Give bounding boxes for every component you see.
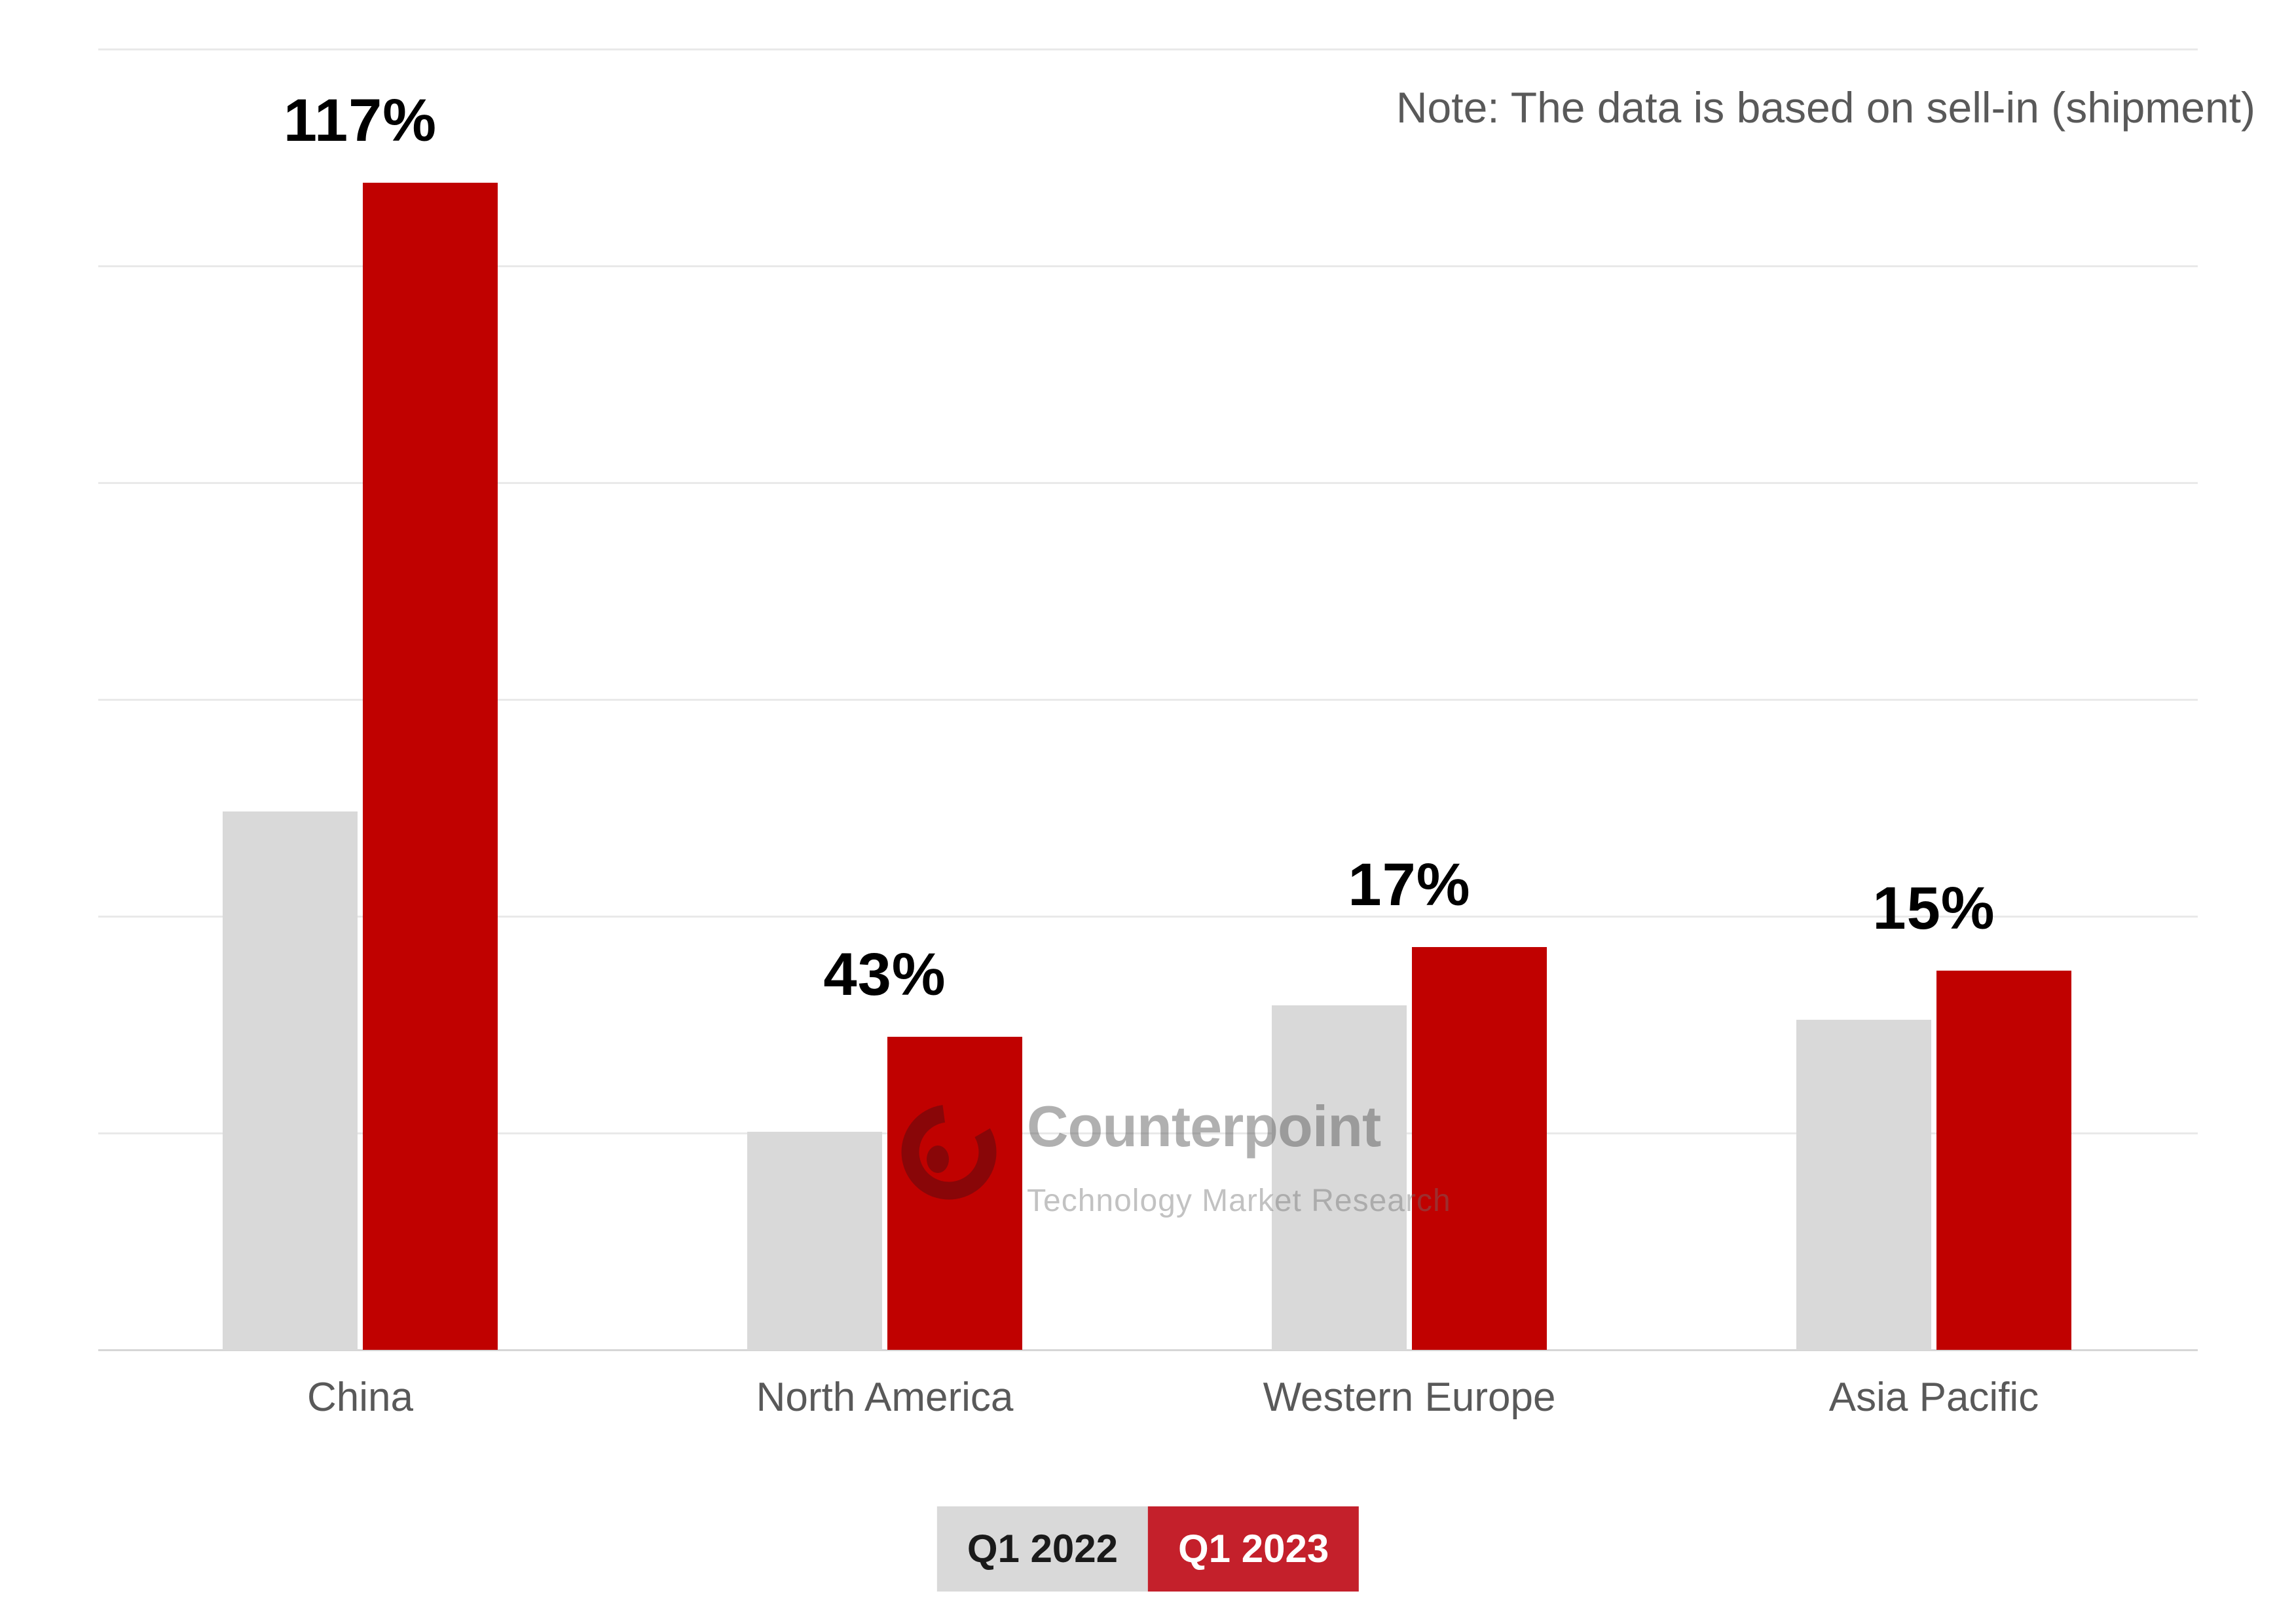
- gridline: [98, 699, 2198, 701]
- gridline: [98, 482, 2198, 484]
- bar-q1-2023-china: [363, 183, 498, 1350]
- category-label-asia-pacific: Asia Pacific: [1828, 1375, 2039, 1420]
- bar-q1-2022-asia-pacific: [1796, 1019, 1931, 1350]
- gridline: [98, 265, 2198, 267]
- watermark: Counterpoint Technology Market Research: [895, 1098, 1451, 1217]
- watermark-subtitle: Technology Market Research: [1027, 1183, 1451, 1218]
- chart-note: Note: The data is based on sell-in (ship…: [1396, 83, 2255, 132]
- x-axis-baseline: [98, 1349, 2198, 1351]
- gridline: [98, 1132, 2198, 1134]
- bar-q1-2022-china: [223, 811, 358, 1350]
- growth-label-north-america: 43%: [823, 941, 946, 1009]
- watermark-title: Counterpoint: [1027, 1094, 1381, 1159]
- legend-item-q1-2023: Q1 2023: [1148, 1506, 1360, 1592]
- category-label-china: China: [307, 1375, 413, 1420]
- bar-q1-2023-western-europe: [1412, 947, 1547, 1350]
- category-label-north-america: North America: [756, 1375, 1014, 1420]
- category-label-western-europe: Western Europe: [1263, 1375, 1556, 1420]
- gridline: [98, 48, 2198, 50]
- bar-q1-2022-western-europe: [1272, 1005, 1407, 1350]
- growth-label-asia-pacific: 15%: [1872, 874, 1995, 942]
- growth-label-western-europe: 17%: [1348, 851, 1471, 919]
- bar-q1-2023-asia-pacific: [1936, 970, 2071, 1350]
- bar-q1-2022-north-america: [747, 1131, 882, 1350]
- legend-item-q1-2022: Q1 2022: [936, 1506, 1148, 1592]
- legend: Q1 2022 Q1 2023: [936, 1506, 1360, 1592]
- counterpoint-logo-icon: [901, 1104, 997, 1200]
- gridline: [98, 916, 2198, 918]
- growth-label-china: 117%: [283, 87, 437, 154]
- watermark-text: Counterpoint Technology Market Research: [1027, 1098, 1451, 1217]
